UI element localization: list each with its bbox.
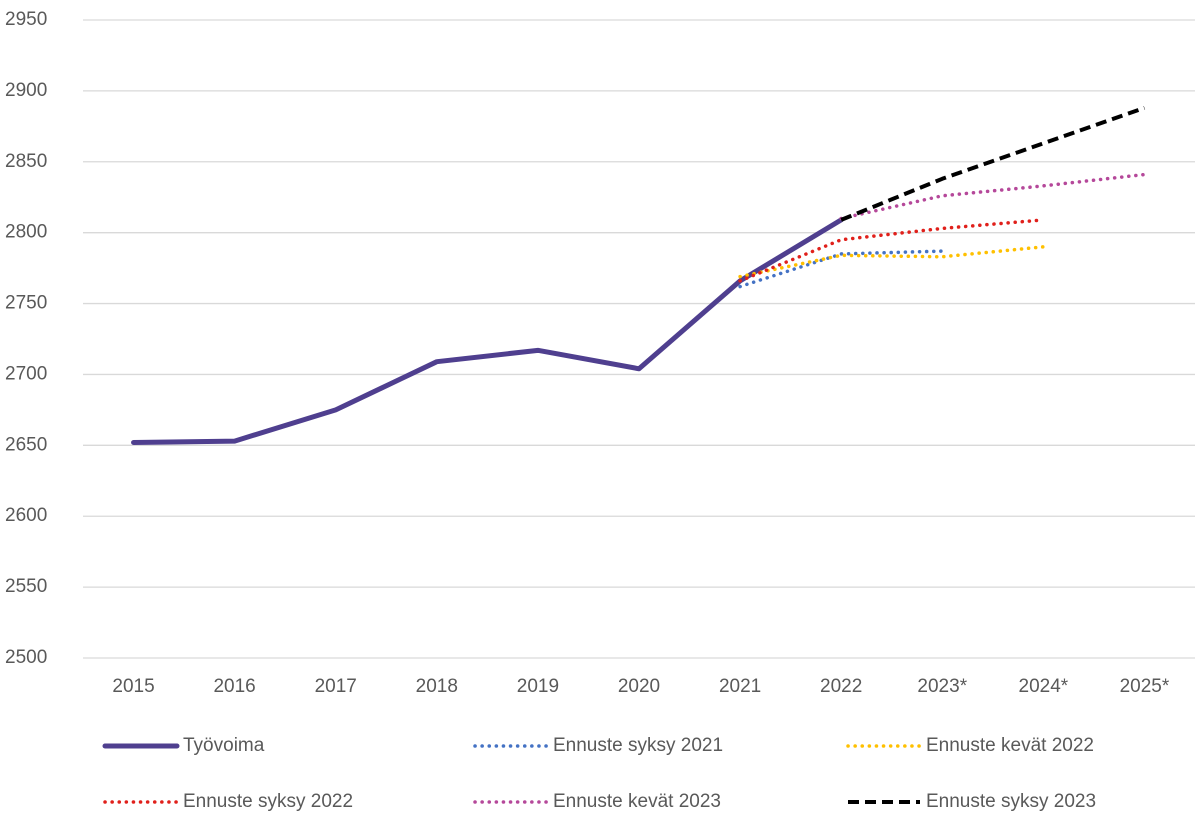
y-tick-label: 2500 — [5, 647, 47, 668]
y-tick-label: 2900 — [5, 80, 47, 101]
legend-label: Ennuste kevät 2023 — [553, 791, 721, 812]
series-line — [738, 218, 1046, 283]
x-tick-label: 2015 — [112, 676, 154, 697]
series-line — [131, 217, 844, 445]
y-tick-label: 2950 — [5, 9, 47, 30]
series-line — [738, 249, 945, 289]
x-tick-label: 2021 — [719, 676, 761, 697]
x-tick-label: 2016 — [213, 676, 255, 697]
legend-label: Ennuste syksy 2022 — [183, 791, 353, 812]
legend-label: Ennuste syksy 2023 — [926, 791, 1096, 812]
series-line — [840, 106, 1146, 222]
legend-label: Ennuste syksy 2021 — [553, 735, 723, 756]
legend-label: Työvoima — [183, 735, 265, 756]
x-tick-label: 2018 — [416, 676, 458, 697]
y-tick-label: 2850 — [5, 151, 47, 172]
y-tick-label: 2550 — [5, 576, 47, 597]
x-tick-label: 2019 — [517, 676, 559, 697]
series-line — [738, 245, 1046, 279]
x-tick-label: 2023* — [917, 676, 967, 697]
y-tick-label: 2800 — [5, 222, 47, 243]
y-tick-label: 2650 — [5, 434, 47, 455]
x-tick-label: 2020 — [618, 676, 660, 697]
x-tick-label: 2024* — [1019, 676, 1069, 697]
legend-label: Ennuste kevät 2022 — [926, 735, 1094, 756]
x-tick-label: 2017 — [315, 676, 357, 697]
y-tick-label: 2750 — [5, 293, 47, 314]
series-line — [839, 172, 1147, 221]
y-tick-label: 2600 — [5, 505, 47, 526]
x-tick-label: 2025* — [1120, 676, 1170, 697]
y-tick-label: 2700 — [5, 363, 47, 384]
x-tick-label: 2022 — [820, 676, 862, 697]
